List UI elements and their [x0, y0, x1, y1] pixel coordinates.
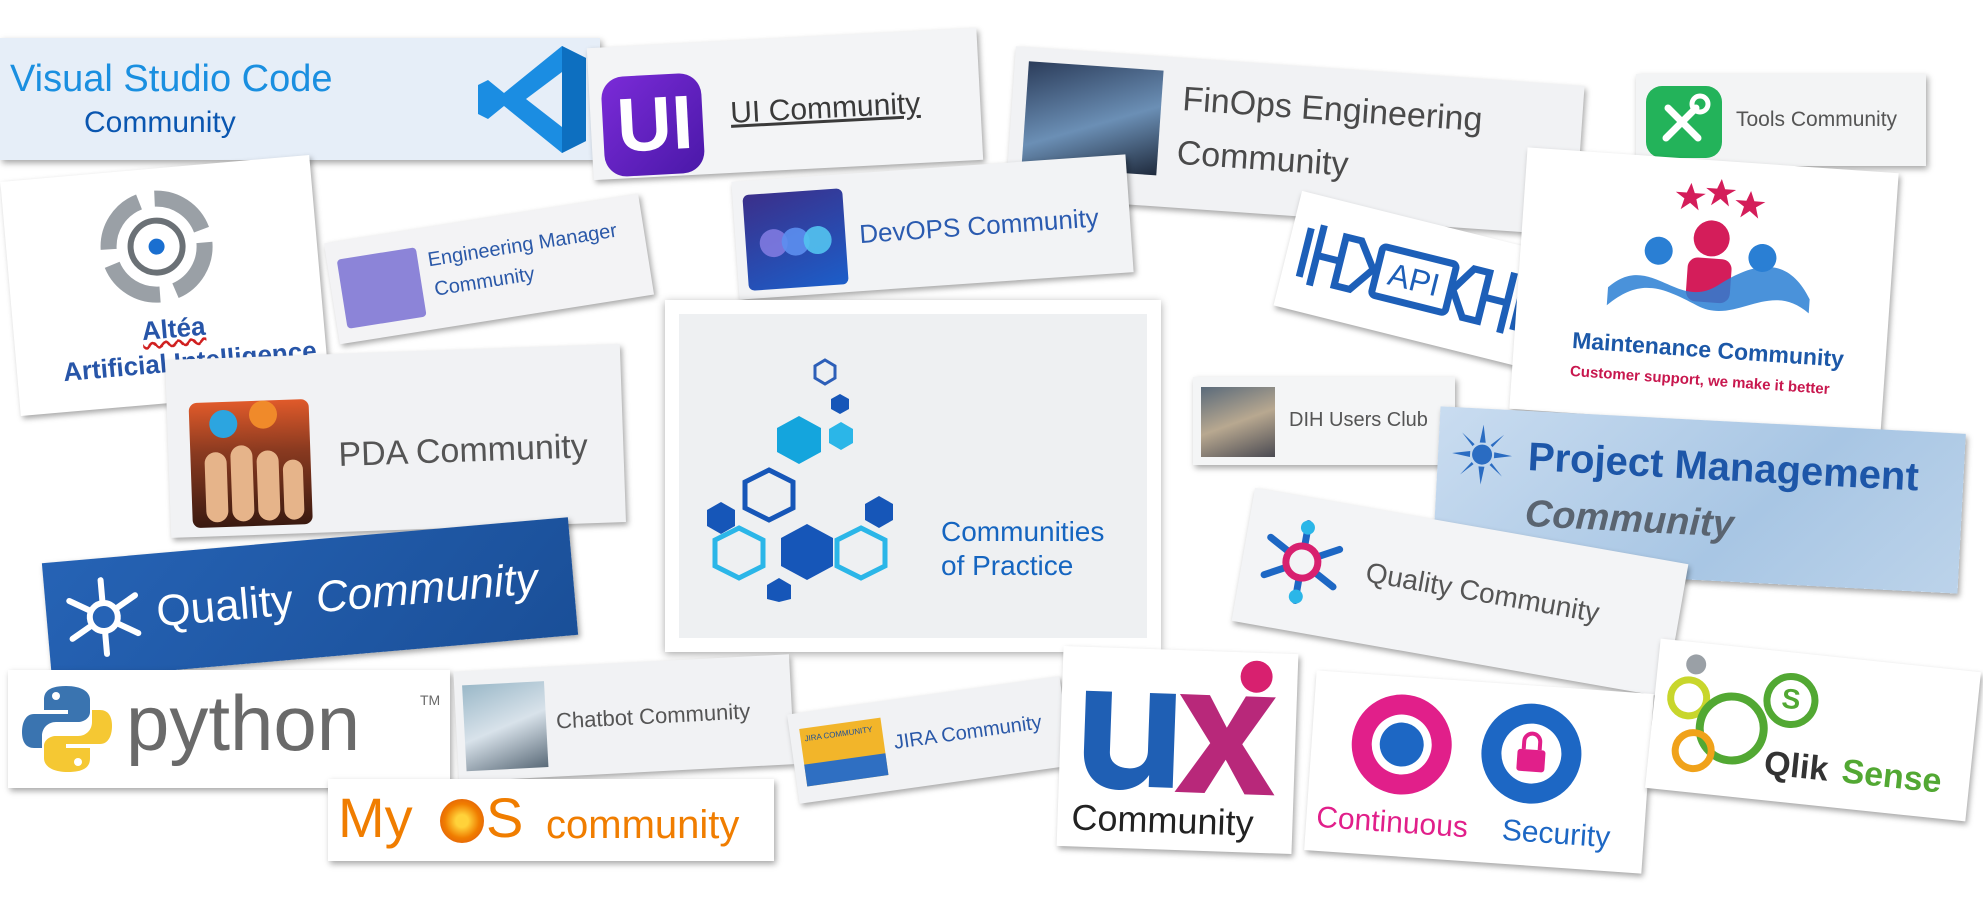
qliksense-community-card[interactable]: S Qlik Sense — [1645, 638, 1981, 822]
security-label: Security — [1500, 813, 1612, 855]
quality-community-banner-card[interactable]: Quality Community — [41, 517, 579, 681]
maintenance-community-card[interactable]: Maintenance Community Customer support, … — [1509, 147, 1899, 435]
vscode-subtitle: Community — [84, 106, 236, 139]
myos-o-flame-icon — [440, 799, 484, 843]
python-label: python — [126, 679, 361, 767]
quality-banner-word1: Quality — [154, 575, 296, 637]
security-gears-icon — [1351, 694, 1582, 804]
dih-label: DIH Users Club — [1289, 409, 1428, 431]
jira-badge-text: JIRA COMMUNITY — [804, 724, 874, 744]
pda-label: PDA Community — [337, 427, 589, 474]
communities-title: Communities — [941, 516, 1105, 547]
maintenance-logo-icon — [1606, 178, 1810, 314]
tools-community-card[interactable]: Tools Community — [1636, 74, 1926, 166]
ui-community-card[interactable]: UI UI Community — [586, 27, 984, 181]
altea-ai-logo-icon — [100, 190, 213, 303]
jira-badge-skyline — [804, 753, 889, 787]
tools-icon — [1646, 86, 1722, 158]
svg-text:S: S — [1780, 683, 1802, 716]
engineering-manager-icon — [336, 247, 427, 329]
finops-subtitle: Community — [1175, 133, 1350, 184]
qlik-word: Qlik — [1762, 744, 1831, 789]
qliksense-logo-icon: S — [1667, 654, 1819, 773]
vscode-title: Visual Studio Code — [10, 58, 333, 100]
myos-my: My — [338, 786, 413, 849]
dih-users-club-card[interactable]: DIH Users Club — [1193, 377, 1455, 465]
vscode-logo-icon — [478, 46, 586, 153]
quality-community-card[interactable]: Quality Community — [1231, 487, 1689, 698]
quality-community-icon — [1260, 520, 1344, 604]
ui-logo-icon: UI — [600, 72, 706, 178]
engineering-manager-card[interactable]: Engineering Manager Community — [323, 193, 655, 345]
project-management-card[interactable]: Project Management Community — [1432, 406, 1966, 594]
project-management-subtitle: Community — [1523, 492, 1735, 546]
communities-subtitle: of Practice — [941, 550, 1074, 581]
myos-s: S — [486, 786, 524, 849]
altea-ai-card[interactable]: Altéa Artificial Intelligence — [0, 154, 330, 417]
ui-logo-text: UI — [614, 79, 696, 169]
hexagon-cluster-icon — [707, 358, 893, 602]
python-community-card[interactable]: python TM — [8, 670, 450, 788]
python-logo-icon — [22, 686, 112, 772]
finops-title: FinOps Engineering — [1181, 80, 1484, 139]
chatbot-label: Chatbot Community — [555, 698, 751, 734]
sense-word: Sense — [1839, 752, 1944, 801]
pda-community-card[interactable]: PDA Community — [165, 344, 626, 538]
project-management-sun-icon — [1452, 424, 1513, 485]
vscode-community-card[interactable]: Visual Studio Code Community — [0, 38, 600, 160]
python-tm: TM — [420, 692, 441, 708]
devops-label: DevOPS Community — [858, 202, 1100, 250]
communities-of-practice-panel[interactable]: Communities of Practice — [665, 300, 1161, 652]
devops-community-card[interactable]: DevOPS Community — [731, 154, 1134, 300]
chatbot-community-card[interactable]: Chatbot Community — [453, 654, 795, 782]
quality-community-label: Quality Community — [1363, 556, 1602, 629]
myos-community-label: community — [546, 803, 740, 847]
ui-community-label: UI Community — [729, 86, 922, 130]
quality-snowflake-icon — [66, 577, 142, 657]
communities-of-practice-inner: Communities of Practice — [679, 314, 1147, 638]
api-text: API — [1385, 256, 1444, 303]
ux-community-card[interactable]: Community — [1056, 645, 1299, 855]
dih-photo — [1201, 387, 1275, 457]
chatbot-photo — [462, 681, 549, 772]
jira-badge: JIRA COMMUNITY — [799, 717, 889, 787]
ux-community-label: Community — [1070, 796, 1255, 844]
myos-community-card[interactable]: My S community — [328, 779, 774, 861]
tools-label: Tools Community — [1736, 108, 1898, 131]
continuous-security-card[interactable]: Continuous Security — [1304, 670, 1654, 874]
jira-community-card[interactable]: JIRA COMMUNITY JIRA Community — [787, 676, 1072, 804]
altea-title: Altéa — [140, 310, 207, 347]
pda-photo — [188, 399, 313, 529]
ux-logo-icon — [1083, 660, 1276, 796]
quality-banner-word2: Community — [313, 554, 540, 623]
jira-label: JIRA Community — [892, 711, 1044, 754]
project-management-title: Project Management — [1526, 435, 1920, 500]
devops-icon — [742, 188, 849, 291]
